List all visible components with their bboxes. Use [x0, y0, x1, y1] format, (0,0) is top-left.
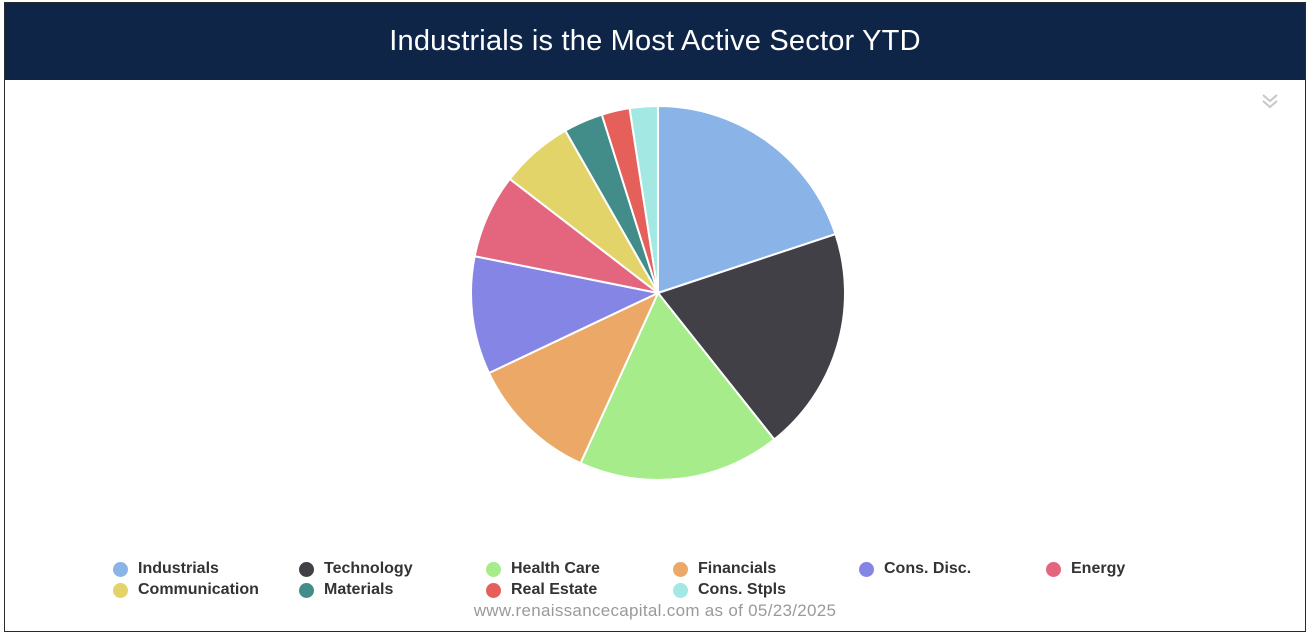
legend-item-materials[interactable]: Materials — [299, 580, 393, 600]
legend-swatch — [859, 561, 874, 577]
legend-label: Technology — [324, 560, 413, 577]
legend-item-financials[interactable]: Financials — [673, 559, 776, 579]
legend-label: Industrials — [138, 560, 219, 577]
pie-slice-financials[interactable] — [487, 290, 661, 465]
legend-item-technology[interactable]: Technology — [299, 559, 413, 579]
legend-swatch — [299, 582, 314, 598]
legend-label: Real Estate — [511, 581, 598, 598]
legend-item-cons-disc[interactable]: Cons. Disc. — [859, 559, 971, 579]
legend-item-communication[interactable]: Communication — [113, 580, 259, 600]
legend-item-energy[interactable]: Energy — [1046, 559, 1125, 579]
chart-title: Industrials is the Most Active Sector YT… — [5, 3, 1305, 80]
legend-label: Health Care — [511, 560, 600, 577]
pie-slice-cons-disc[interactable] — [470, 254, 662, 375]
legend-label: Financials — [698, 560, 777, 577]
source-footer: www.renaissancecapital.com as of 05/23/2… — [473, 601, 837, 620]
legend-label: Cons. Stpls — [698, 581, 787, 598]
legend-swatch — [673, 561, 688, 577]
legend-item-health-care[interactable]: Health Care — [486, 559, 600, 579]
pie-slice-cons-stpls[interactable] — [628, 104, 659, 294]
legend-swatch — [673, 582, 688, 598]
legend-swatch — [486, 561, 501, 577]
double-chevron-down-icon[interactable] — [1259, 90, 1281, 112]
legend-label: Energy — [1071, 560, 1126, 577]
legend-item-real-estate[interactable]: Real Estate — [486, 580, 597, 600]
legend-label: Communication — [138, 581, 259, 598]
legend-swatch — [486, 582, 501, 598]
legend-swatch — [1046, 561, 1061, 577]
legend-swatch — [113, 561, 128, 577]
legend-label: Cons. Disc. — [884, 560, 972, 577]
pie-chart — [470, 104, 846, 481]
legend-item-industrials[interactable]: Industrials — [113, 559, 219, 579]
pie-slice-health-care[interactable] — [579, 291, 776, 481]
legend-swatch — [299, 561, 314, 577]
chart-container: Industrials is the Most Active Sector YT… — [4, 2, 1306, 632]
pie-slice-industrials[interactable] — [657, 104, 837, 295]
pie-slice-technology[interactable] — [656, 232, 846, 441]
legend-item-cons-stpls[interactable]: Cons. Stpls — [673, 580, 786, 600]
legend-label: Materials — [324, 581, 394, 598]
legend-swatch — [113, 582, 128, 598]
